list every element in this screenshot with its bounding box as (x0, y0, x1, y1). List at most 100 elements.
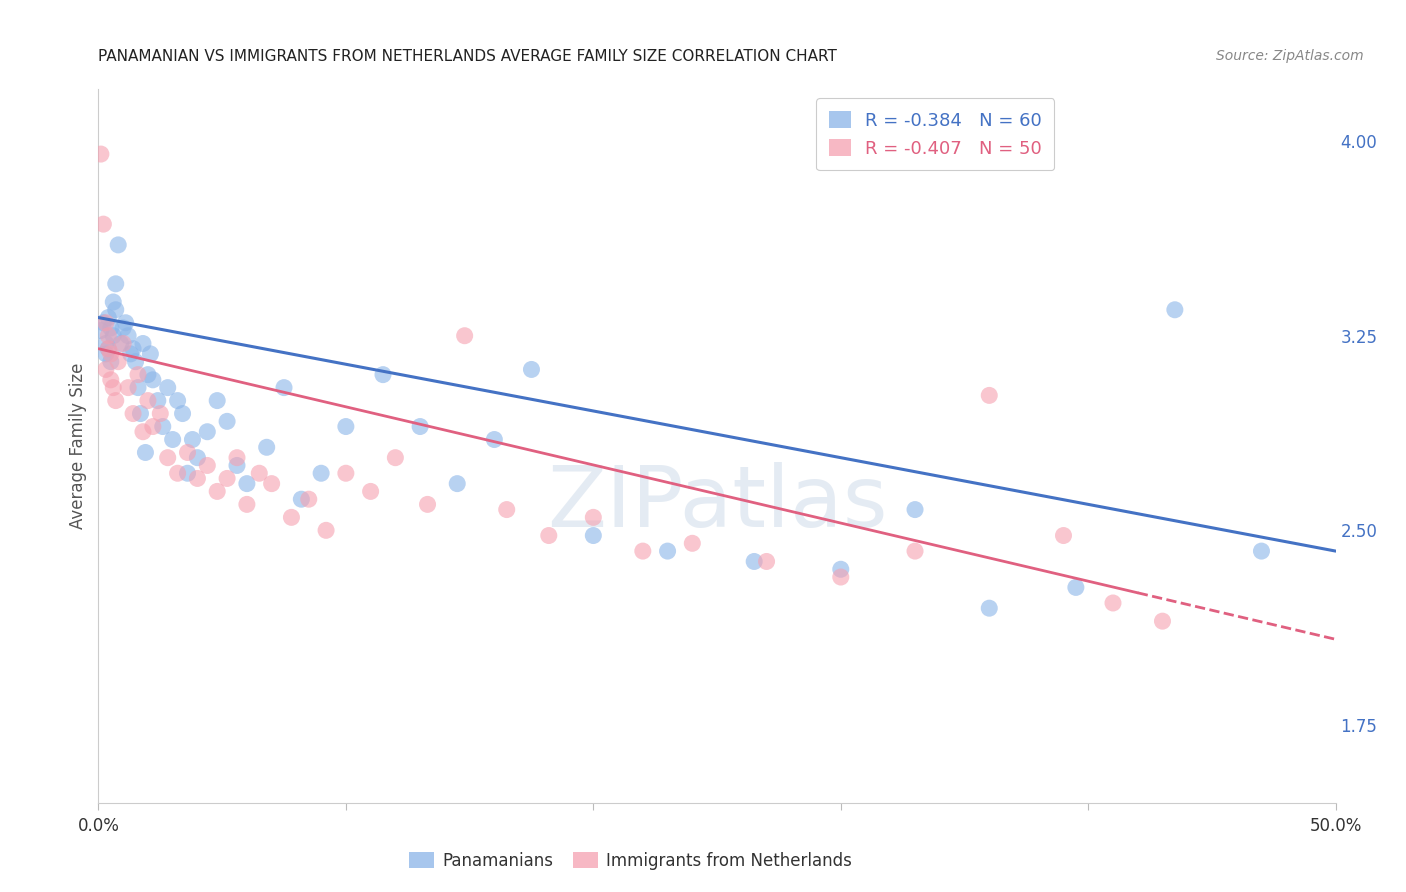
Point (94, 347, 117, 361)
Point (681, 536, 703, 550)
Y-axis label: Average Family Size: Average Family Size (69, 363, 87, 529)
Point (112, 336, 135, 351)
Point (127, 368, 149, 382)
Point (446, 476, 468, 491)
Point (97, 342, 120, 356)
Point (129, 407, 152, 421)
Point (453, 328, 475, 343)
Point (100, 354, 122, 368)
Point (103, 381, 125, 395)
Point (97, 342, 120, 356)
Point (360, 484, 382, 499)
Point (176, 445, 198, 459)
Point (195, 458, 218, 473)
Point (904, 544, 927, 558)
Legend: Panamanians, Immigrants from Netherlands: Panamanians, Immigrants from Netherlands (402, 846, 859, 877)
Point (120, 347, 142, 361)
Point (166, 393, 188, 408)
Point (152, 419, 174, 434)
Point (117, 381, 139, 395)
Point (335, 419, 357, 434)
Text: PANAMANIAN VS IMMIGRANTS FROM NETHERLANDS AVERAGE FAMILY SIZE CORRELATION CHART: PANAMANIAN VS IMMIGRANTS FROM NETHERLAND… (98, 49, 838, 64)
Point (631, 544, 654, 558)
Point (582, 510, 605, 524)
Point (104, 302, 127, 317)
Point (94, 336, 117, 351)
Point (100, 373, 122, 387)
Point (146, 393, 169, 408)
Point (104, 393, 127, 408)
Point (495, 502, 517, 516)
Point (90, 324, 112, 338)
Point (273, 381, 295, 395)
Point (236, 476, 259, 491)
Point (107, 238, 129, 252)
Point (904, 502, 927, 516)
Point (132, 336, 155, 351)
Point (236, 497, 259, 511)
Point (124, 354, 146, 368)
Point (205, 393, 228, 408)
Point (260, 476, 283, 491)
Point (315, 524, 337, 538)
Point (156, 381, 179, 395)
Point (582, 528, 605, 542)
Point (94, 316, 117, 330)
Point (298, 492, 321, 507)
Point (100, 347, 122, 361)
Point (409, 419, 432, 434)
Point (134, 445, 156, 459)
Point (384, 450, 406, 465)
Point (97, 328, 120, 343)
Point (335, 467, 357, 481)
Point (217, 471, 239, 485)
Point (226, 458, 249, 473)
Point (149, 407, 172, 421)
Text: ZIPatlas: ZIPatlas (547, 461, 887, 545)
Point (1250, 544, 1272, 558)
Point (309, 467, 332, 481)
Point (114, 316, 136, 330)
Point (195, 425, 218, 439)
Point (830, 570, 852, 584)
Point (122, 407, 145, 421)
Point (162, 433, 184, 447)
Point (830, 562, 852, 576)
Point (97, 310, 120, 325)
Point (142, 373, 165, 387)
Point (117, 328, 139, 343)
Point (537, 528, 560, 542)
Point (172, 407, 194, 421)
Point (100, 321, 122, 335)
Point (484, 433, 506, 447)
Point (247, 467, 270, 481)
Point (136, 368, 159, 382)
Point (93, 217, 115, 231)
Point (186, 450, 208, 465)
Text: Source: ZipAtlas.com: Source: ZipAtlas.com (1216, 49, 1364, 63)
Point (90, 147, 112, 161)
Point (186, 471, 208, 485)
Point (979, 388, 1001, 402)
Point (122, 342, 145, 356)
Point (755, 554, 778, 568)
Point (290, 492, 312, 507)
Point (166, 467, 188, 481)
Point (1064, 581, 1087, 595)
Point (94, 362, 117, 376)
Point (104, 277, 127, 291)
Point (127, 381, 149, 395)
Point (742, 554, 765, 568)
Point (107, 354, 129, 368)
Point (205, 484, 228, 499)
Point (1052, 528, 1074, 542)
Point (176, 467, 198, 481)
Point (1102, 596, 1125, 610)
Point (217, 414, 239, 428)
Point (256, 440, 278, 454)
Point (103, 295, 125, 310)
Point (156, 450, 179, 465)
Point (103, 328, 125, 343)
Point (280, 510, 302, 524)
Point (132, 425, 155, 439)
